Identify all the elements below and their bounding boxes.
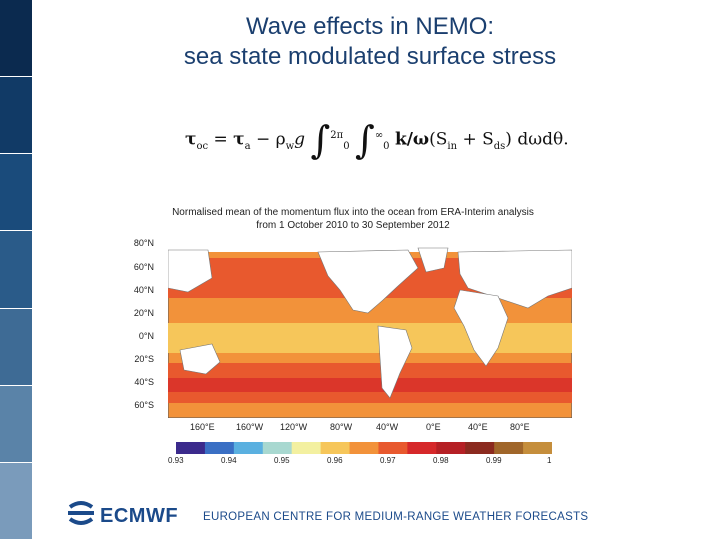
- colorbar-label: 0.98: [433, 456, 449, 465]
- formula-w-sub: w: [285, 140, 295, 152]
- formula-a-sub: a: [244, 140, 251, 152]
- footer-org-full: EUROPEAN CENTRE FOR MEDIUM-RANGE WEATHER…: [203, 511, 589, 523]
- stress-formula: τoc = τa − ρwg ∫2π0 ∫∞0 k/ω(Sin + Sds) d…: [185, 118, 569, 162]
- land-greenland: [417, 247, 449, 273]
- footer-org-name: ECMWF: [100, 505, 179, 527]
- formula-ds-sub: ds: [493, 140, 506, 152]
- land-australia: [179, 343, 221, 375]
- land-asia-west: [168, 249, 213, 293]
- lon-label: 80°W: [330, 422, 353, 432]
- colorbar-segment: [320, 442, 351, 454]
- colorbar-segment: [204, 442, 235, 454]
- map-caption: Normalised mean of the momentum flux int…: [158, 206, 548, 232]
- colorbar-label: 0.95: [274, 456, 290, 465]
- colorbar-segment: [407, 442, 437, 454]
- slide-title: Wave effects in NEMO: sea state modulate…: [90, 12, 650, 72]
- colorbar-label: 1: [547, 456, 552, 465]
- formula-tau-a: τ: [233, 129, 245, 150]
- formula-equals: =: [208, 129, 234, 150]
- integral1-upper: 2π: [330, 129, 344, 141]
- slide-title-line2: sea state modulated surface stress: [183, 43, 557, 70]
- lon-label: 160°E: [190, 422, 215, 432]
- map-band-tropics: [168, 323, 572, 353]
- sidebar-stripe: [0, 154, 32, 231]
- lon-label: 40°W: [376, 422, 399, 432]
- colorbar: [176, 442, 552, 454]
- map-caption-line2: from 1 October 2010 to 30 September 2012: [256, 220, 450, 231]
- colorbar-label: 0.93: [168, 456, 184, 465]
- colorbar-segment: [378, 442, 408, 454]
- sidebar-stripe: [0, 0, 32, 77]
- lat-label: 40°N: [133, 285, 154, 295]
- sidebar-stripe: [0, 77, 32, 154]
- colorbar-segment: [349, 442, 379, 454]
- lon-label: 0°E: [426, 422, 441, 432]
- colorbar-segment: [176, 442, 206, 454]
- sidebar-stripe: [0, 462, 32, 539]
- integral2-upper: ∞: [374, 129, 384, 141]
- map-band-southern-dark: [168, 378, 572, 392]
- formula-source: (S: [429, 129, 448, 150]
- colorbar-label: 0.96: [327, 456, 343, 465]
- lat-label: 20°S: [134, 354, 154, 364]
- formula-tail: ) dωdθ.: [505, 129, 569, 150]
- integral-sign-1: ∫: [310, 118, 331, 162]
- integral1-lower: 0: [343, 140, 350, 152]
- world-map: [168, 238, 572, 418]
- slide-title-line1: Wave effects in NEMO:: [245, 13, 495, 40]
- colorbar-segment: [262, 442, 293, 454]
- momentum-flux-figure: Normalised mean of the momentum flux int…: [128, 206, 572, 466]
- integral-sign-2: ∫: [355, 118, 375, 162]
- map-polar-white: [168, 238, 572, 252]
- formula-tau: τ: [185, 129, 197, 150]
- colorbar-segment: [291, 442, 322, 454]
- colorbar-label: 0.94: [221, 456, 237, 465]
- formula-in-sub: in: [447, 140, 458, 152]
- land-north-america: [317, 249, 419, 314]
- lon-label: 40°E: [468, 422, 488, 432]
- land-europe-asia: [457, 249, 572, 309]
- formula-g: g: [294, 129, 306, 150]
- formula-minus-rho: − ρ: [250, 129, 286, 150]
- integral2-lower: 0: [383, 140, 390, 152]
- lon-label: 160°W: [236, 422, 264, 432]
- land-africa: [453, 289, 509, 367]
- formula-oc-sub: oc: [196, 140, 209, 152]
- ecmwf-logo-icon: [68, 501, 94, 525]
- map-caption-line1: Normalised mean of the momentum flux int…: [172, 207, 534, 218]
- formula-k-over-omega: k/ω: [394, 129, 430, 150]
- lon-label: 80°E: [510, 422, 530, 432]
- lon-label: 120°W: [280, 422, 308, 432]
- lat-label: 20°N: [133, 308, 154, 318]
- colorbar-label: 0.99: [486, 456, 502, 465]
- colorbar-segment: [494, 442, 524, 454]
- sidebar-stripe: [0, 308, 32, 385]
- lat-label: 40°S: [134, 377, 154, 387]
- sidebar-stripe: [0, 385, 32, 462]
- colorbar-segment: [465, 442, 495, 454]
- colorbar-segment: [233, 442, 264, 454]
- colorbar-segment: [436, 442, 466, 454]
- formula-plus: + S: [457, 129, 494, 150]
- land-south-america: [377, 325, 413, 399]
- lat-label: 0°N: [138, 331, 154, 341]
- lat-label: 80°N: [133, 238, 154, 248]
- colorbar-segment: [523, 442, 552, 454]
- lat-label: 60°N: [133, 262, 154, 272]
- sidebar-stripe: [0, 231, 32, 308]
- colorbar-label: 0.97: [380, 456, 396, 465]
- lat-label: 60°S: [134, 400, 154, 410]
